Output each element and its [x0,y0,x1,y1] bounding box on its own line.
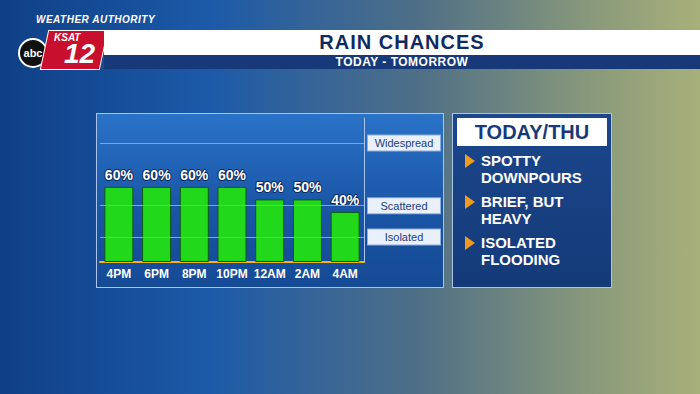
svg-text:60%: 60% [143,167,172,183]
html-text:ISOLATED FLOODING: ISOLATED FLOODING [481,234,561,268]
html-text:KSAT: KSAT [54,32,81,43]
html-text:TODAY/THU: TODAY/THU [474,121,590,143]
svg-text:4AM: 4AM [332,267,357,281]
html-text:12: 12 [64,38,96,69]
svg-text:Scattered: Scattered [380,200,427,212]
svg-text:Isolated: Isolated [385,231,424,243]
html-text:WEATHER AUTHORITY: WEATHER AUTHORITY [36,14,155,25]
svg-text:6PM: 6PM [144,267,169,281]
svg-text:10PM: 10PM [216,267,247,281]
svg-text:40%: 40% [331,191,360,208]
svg-text:4PM: 4PM [107,267,132,281]
svg-text:60%: 60% [180,167,209,183]
svg-text:50%: 50% [293,179,322,195]
svg-text:12AM: 12AM [254,267,286,281]
svg-text:8PM: 8PM [182,267,207,281]
html-text:BRIEF, BUT HEAVY: BRIEF, BUT HEAVY [481,193,564,227]
svg-text:60%: 60% [105,167,134,183]
svg-text:60%: 60% [218,167,247,183]
svg-text:Widespread: Widespread [375,137,434,149]
html-text:abc: abc [23,47,43,59]
html-text:TODAY - TOMORROW: TODAY - TOMORROW [335,55,469,69]
svg-text:2AM: 2AM [295,267,320,281]
html-text:SPOTTY DOWNPOURS: SPOTTY DOWNPOURS [481,152,582,186]
html-text:RAIN CHANCES: RAIN CHANCES [319,31,485,53]
svg-text:50%: 50% [256,179,285,195]
